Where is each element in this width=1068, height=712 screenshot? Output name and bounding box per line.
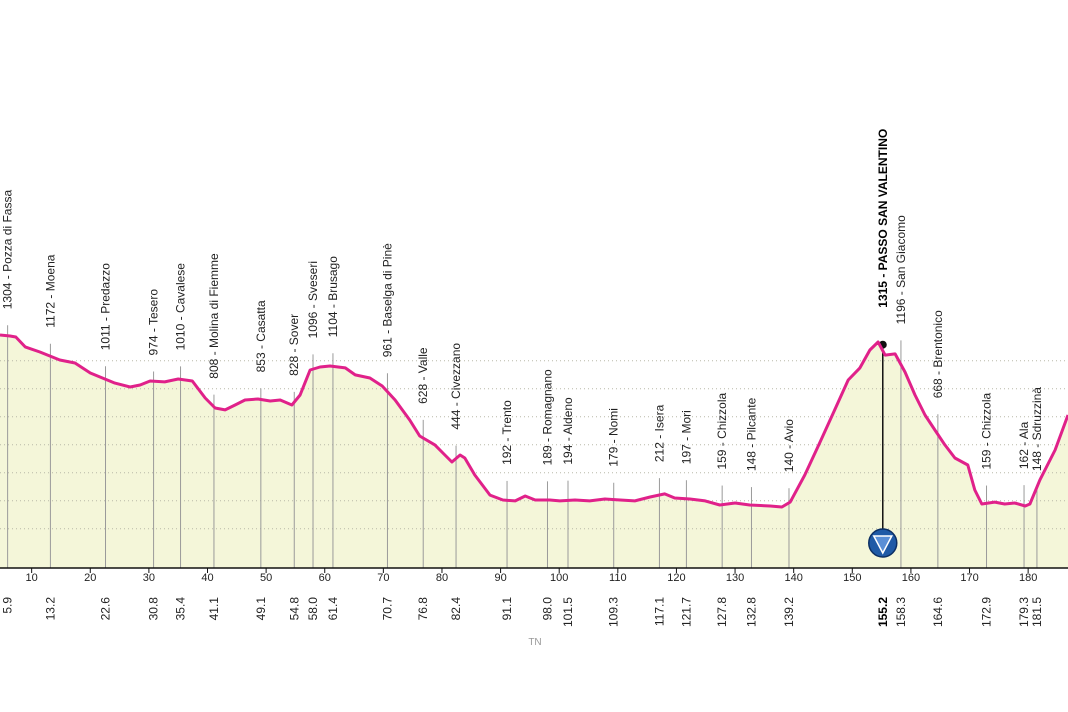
labels-group: 1304 - Pozza di Fassa 5.9 1172 - Moena 13.2… bbox=[1, 129, 1044, 627]
waypoint-km-label: 49.1 bbox=[254, 597, 268, 621]
profile-line-group bbox=[0, 333, 1068, 509]
waypoint-label: 1172 - Moena bbox=[43, 254, 57, 327]
x-tick-label: 140 bbox=[784, 572, 802, 584]
x-tick-label: 130 bbox=[726, 572, 744, 584]
waypoint-km-label: 127.8 bbox=[715, 597, 729, 627]
waypoint-label: 197 - Mori bbox=[679, 410, 693, 464]
waypoint-km-label: 98.0 bbox=[540, 597, 554, 621]
waypoint-km-label: 58.0 bbox=[306, 597, 320, 621]
waypoint-label: 1315 - PASSO SAN VALENTINO bbox=[876, 129, 890, 308]
x-tick-label: 110 bbox=[609, 572, 627, 584]
waypoint-label: 1010 - Cavalese bbox=[174, 263, 188, 351]
waypoint-label: 148 - Sdruzzinà bbox=[1030, 387, 1044, 471]
profile-area bbox=[0, 335, 1068, 568]
waypoint-km-label: 61.4 bbox=[326, 597, 340, 621]
waypoint-km-label: 41.1 bbox=[207, 597, 221, 621]
waypoint-label: 668 - Brentonico bbox=[931, 310, 945, 398]
waypoint-km-label: 70.7 bbox=[380, 597, 394, 621]
waypoint-km-label: 13.2 bbox=[43, 597, 57, 621]
waypoint-km-label: 82.4 bbox=[449, 597, 463, 621]
x-tick-label: 100 bbox=[550, 572, 568, 584]
waypoint-label: 853 - Casatta bbox=[254, 300, 268, 372]
profile-area-group bbox=[0, 335, 1068, 568]
waypoint-label: 179 - Nomi bbox=[607, 408, 621, 467]
waypoint-km-label: 76.8 bbox=[416, 597, 430, 621]
waypoint-km-label: 164.6 bbox=[931, 597, 945, 627]
x-tick-label: 50 bbox=[260, 572, 272, 584]
waypoint-lines-group bbox=[7, 325, 1038, 568]
waypoint-label: 140 - Avio bbox=[782, 419, 796, 472]
waypoint-label: 148 - Pilcante bbox=[744, 397, 758, 471]
x-tick-label: 170 bbox=[960, 572, 978, 584]
waypoint-km-label: 35.4 bbox=[174, 597, 188, 621]
x-tick-label: 120 bbox=[667, 572, 685, 584]
waypoint-label: 828 - Sover bbox=[287, 314, 301, 376]
waypoint-label: 192 - Trento bbox=[500, 400, 514, 465]
waypoint-label: 808 - Molina di Fiemme bbox=[207, 253, 221, 379]
x-tick-label: 20 bbox=[84, 572, 96, 584]
waypoint-km-label: 30.8 bbox=[147, 597, 161, 621]
waypoint-label: 159 - Chizzola bbox=[980, 393, 994, 470]
waypoint-label: 961 - Baselga di Pinè bbox=[380, 243, 394, 357]
footer-mark: TN bbox=[528, 637, 541, 648]
waypoint-km-label: 101.5 bbox=[561, 597, 575, 627]
waypoint-label: 1104 - Brusago bbox=[326, 256, 340, 337]
waypoint-label: 162 - Ala bbox=[1017, 421, 1031, 469]
waypoint-km-label: 172.9 bbox=[980, 597, 994, 627]
waypoint-km-label: 22.6 bbox=[99, 597, 113, 621]
x-tick-label: 180 bbox=[1019, 572, 1037, 584]
waypoint-km-label: 132.8 bbox=[744, 597, 758, 627]
axis-group: 10 20 30 40 50 60 70 80 90 100 110 120 130 140 150 160 1… bbox=[0, 567, 1068, 584]
waypoint-label: 1011 - Predazzo bbox=[99, 263, 113, 350]
x-tick-label: 70 bbox=[377, 572, 389, 584]
waypoint-label: 159 - Chizzola bbox=[715, 393, 729, 470]
x-tick-label: 40 bbox=[201, 572, 213, 584]
x-tick-label: 160 bbox=[902, 572, 920, 584]
waypoint-label: 1096 - Sveseri bbox=[306, 261, 320, 338]
waypoint-km-label: 54.8 bbox=[287, 597, 301, 621]
waypoint-label: 189 - Romagnano bbox=[540, 369, 554, 465]
x-tick-label: 90 bbox=[494, 572, 506, 584]
waypoint-km-label: 109.3 bbox=[607, 597, 621, 627]
waypoint-label: 212 - Isera bbox=[652, 404, 666, 462]
waypoint-label: 1304 - Pozza di Fassa bbox=[1, 190, 15, 310]
x-tick-label: 80 bbox=[436, 572, 448, 584]
waypoint-label: 194 - Aldeno bbox=[561, 397, 575, 465]
waypoint-km-label: 139.2 bbox=[782, 597, 796, 627]
waypoint-km-label: 121.7 bbox=[679, 597, 693, 627]
waypoint-km-label: 158.3 bbox=[894, 597, 908, 627]
waypoint-label: 444 - Civezzano bbox=[449, 343, 463, 430]
x-tick-label: 30 bbox=[143, 572, 155, 584]
waypoint-km-label: 5.9 bbox=[1, 597, 15, 614]
profile-line bbox=[0, 333, 1068, 509]
waypoint-km-label: 91.1 bbox=[500, 597, 514, 621]
x-tick-label: 150 bbox=[843, 572, 861, 584]
waypoint-km-label: 179.3 bbox=[1017, 597, 1031, 627]
waypoint-label: 974 - Tesero bbox=[147, 289, 161, 356]
waypoint-km-label: 181.5 bbox=[1030, 597, 1044, 627]
waypoint-km-label: 117.1 bbox=[652, 597, 666, 626]
x-tick-label: 10 bbox=[26, 572, 38, 584]
waypoint-label: 1196 - San Giacomo bbox=[894, 215, 908, 324]
waypoint-label: 628 - Valle bbox=[416, 347, 430, 404]
waypoint-km-label: 155.2 bbox=[876, 597, 890, 627]
summit-badge-triangle bbox=[872, 535, 894, 555]
x-tick-label: 60 bbox=[319, 572, 331, 584]
